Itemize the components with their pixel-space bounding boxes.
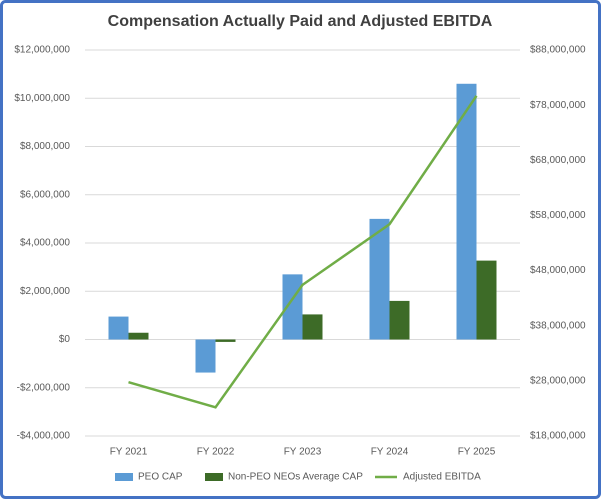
legend-swatch (205, 473, 223, 481)
bar (389, 300, 410, 340)
y2-tick-label: $48,000,000 (530, 265, 586, 276)
bar (108, 316, 129, 340)
bar (476, 260, 497, 340)
y-tick-label: -$2,000,000 (17, 382, 71, 393)
x-tick-label: FY 2024 (371, 447, 409, 458)
bar (128, 332, 149, 340)
y2-tick-label: $78,000,000 (530, 100, 586, 111)
x-tick-label: FY 2023 (284, 447, 322, 458)
y2-tick-label: $88,000,000 (530, 45, 586, 56)
y-tick-label: $6,000,000 (20, 189, 70, 200)
x-tick-label: FY 2022 (197, 447, 235, 458)
bar (456, 83, 477, 340)
y2-tick-label: $58,000,000 (530, 210, 586, 221)
y2-tick-label: $68,000,000 (530, 155, 586, 166)
y-tick-label: $10,000,000 (14, 93, 70, 104)
y2-tick-label: $28,000,000 (530, 375, 586, 386)
x-tick-label: FY 2025 (458, 447, 496, 458)
x-tick-label: FY 2021 (110, 447, 148, 458)
y-tick-label: $0 (59, 334, 71, 345)
legend-label: PEO CAP (138, 472, 183, 483)
legend-swatch (115, 473, 133, 481)
line-series (128, 95, 478, 409)
bar (302, 314, 323, 340)
y-tick-label: -$4,000,000 (17, 431, 71, 442)
legend-label: Non-PEO NEOs Average CAP (228, 472, 363, 483)
y2-tick-label: $38,000,000 (530, 320, 586, 331)
y-tick-label: $8,000,000 (20, 141, 70, 152)
chart-title: Compensation Actually Paid and Adjusted … (108, 13, 493, 30)
y-tick-label: $2,000,000 (20, 286, 70, 297)
y2-tick-label: $18,000,000 (530, 431, 586, 442)
y-tick-label: $12,000,000 (14, 45, 70, 56)
y-tick-label: $4,000,000 (20, 238, 70, 249)
bar (195, 339, 216, 373)
bar (215, 339, 236, 342)
bar (369, 218, 390, 340)
legend-label: Adjusted EBITDA (403, 472, 481, 483)
